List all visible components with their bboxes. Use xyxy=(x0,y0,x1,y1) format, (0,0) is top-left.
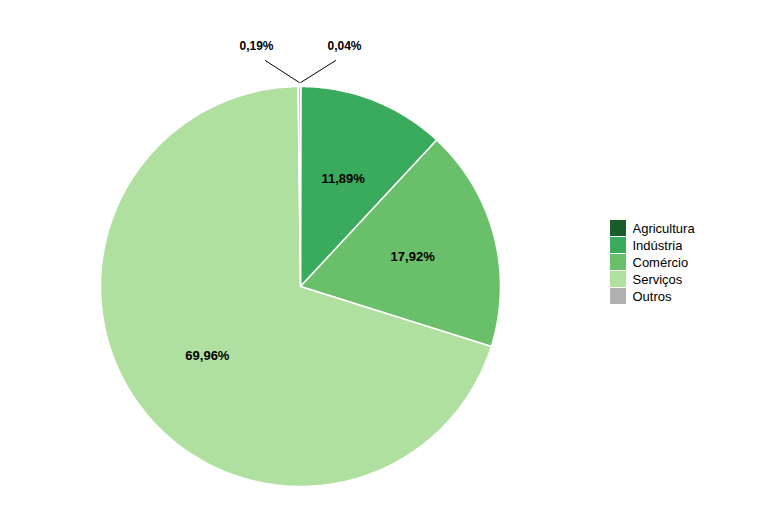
svg-text:0,04%: 0,04% xyxy=(327,39,361,53)
svg-text:11,89%: 11,89% xyxy=(321,171,365,186)
html-text:Comércio: Comércio xyxy=(632,254,689,270)
html-text:Outros: Outros xyxy=(632,288,672,304)
html-text:Indústria: Indústria xyxy=(632,237,683,253)
html-text:Agricultura: Agricultura xyxy=(632,220,695,236)
svg-text:17,92%: 17,92% xyxy=(391,249,436,264)
svg-text:0,19%: 0,19% xyxy=(239,39,273,53)
html-text:Serviços: Serviços xyxy=(632,271,683,287)
svg-text:69,96%: 69,96% xyxy=(185,348,230,363)
